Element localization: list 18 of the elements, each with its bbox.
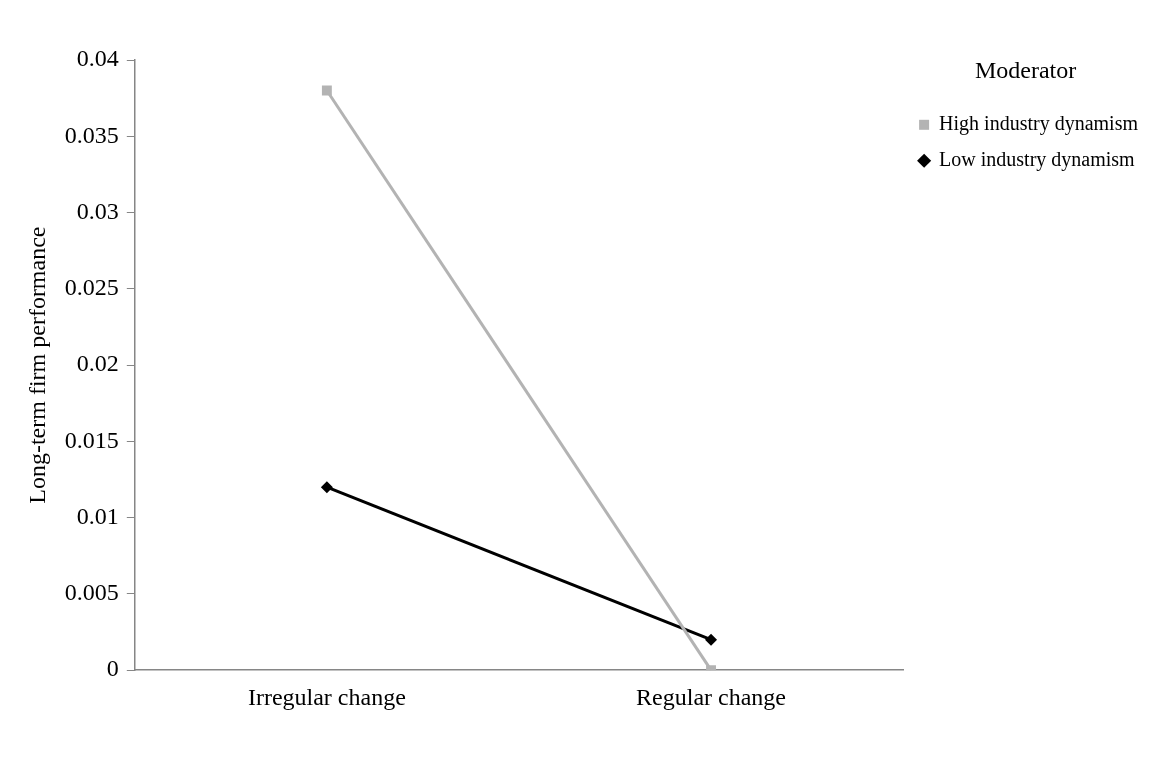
x-tick-label: Regular change <box>636 683 786 710</box>
y-tick-label: 0.02 <box>76 350 119 377</box>
y-axis-title: Long-term firm performance <box>23 226 50 504</box>
y-tick-label: 0.03 <box>76 197 119 224</box>
y-tick-label: 0 <box>106 655 119 682</box>
legend-title: Moderator <box>974 57 1077 84</box>
point <box>705 633 718 646</box>
legend-label: Low industry dynamism <box>939 148 1136 172</box>
legend-label: High industry dynamism <box>939 112 1139 136</box>
y-tick-label: 0.005 <box>64 579 119 606</box>
y-tick-label: 0.035 <box>64 121 119 148</box>
y-tick-label: 0.01 <box>76 502 119 529</box>
point <box>321 85 332 96</box>
y-tick-label: 0.04 <box>76 45 119 72</box>
point <box>320 481 333 494</box>
y-tick-label: 0.025 <box>64 274 119 301</box>
x-tick-label: Irregular change <box>247 683 406 710</box>
y-tick-label: 0.015 <box>64 426 119 453</box>
